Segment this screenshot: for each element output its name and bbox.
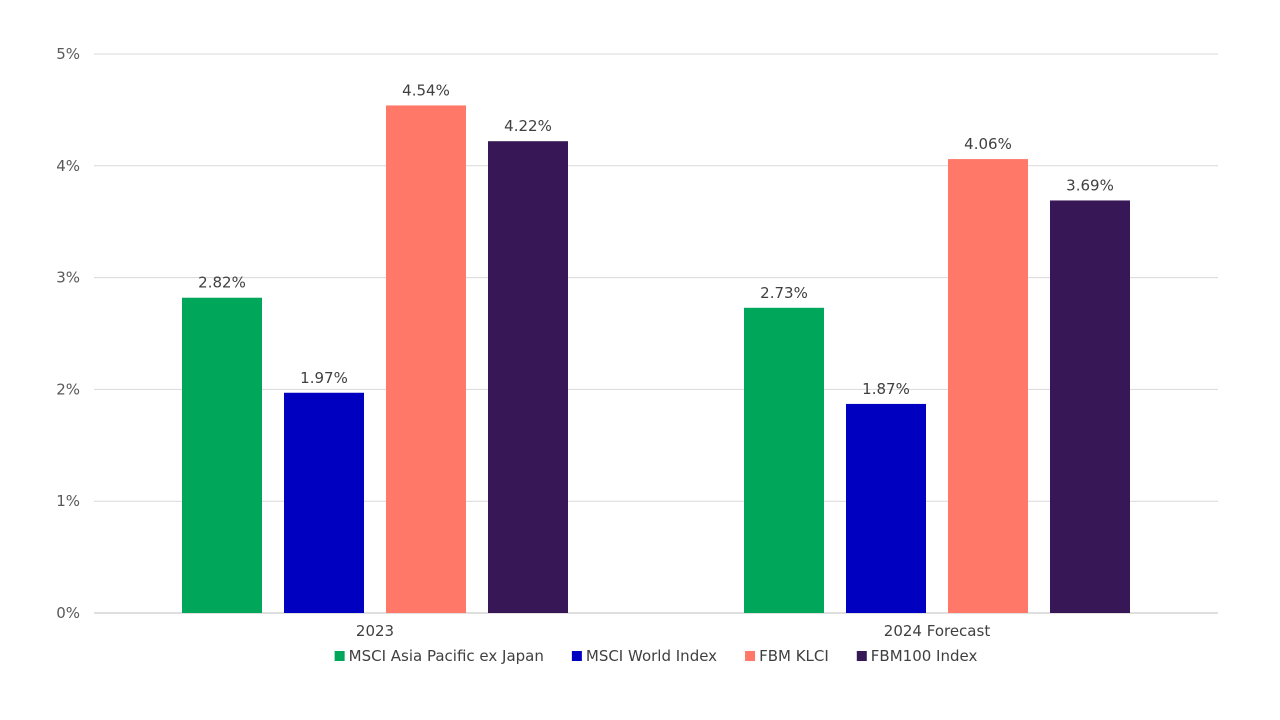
legend-label: FBM100 Index	[871, 647, 978, 665]
bar	[948, 159, 1028, 614]
data-label: 1.87%	[862, 380, 910, 398]
legend-swatch	[334, 651, 345, 661]
data-label: 1.97%	[300, 369, 348, 387]
data-labels: 2.82% 1.97% 4.54% 4.22% 2.73% 1.87% 4.06% 3.69%	[198, 81, 1114, 398]
data-label: 3.69%	[1066, 176, 1114, 194]
bar	[386, 105, 466, 613]
bar	[488, 141, 568, 614]
y-axis-ticks: 0% 1% 2% 3% 4% 5%	[56, 45, 80, 622]
data-label: 4.54%	[402, 81, 450, 99]
bars	[182, 105, 1130, 614]
legend-swatch	[856, 651, 867, 661]
legend-label: MSCI World Index	[586, 647, 717, 665]
legend-swatch	[571, 651, 582, 661]
data-label: 4.22%	[504, 117, 552, 135]
legend-label: MSCI Asia Pacific ex Japan	[349, 647, 544, 665]
data-label: 4.06%	[964, 135, 1012, 153]
y-tick-label: 1%	[56, 492, 80, 510]
bar	[182, 297, 262, 613]
y-tick-label: 0%	[56, 604, 80, 622]
category-label: 2024 Forecast	[884, 622, 991, 640]
y-tick-label: 5%	[56, 45, 80, 63]
gridlines	[94, 53, 1218, 614]
data-label: 2.73%	[760, 284, 808, 302]
bar	[284, 392, 364, 613]
bar	[846, 403, 926, 613]
x-axis-categories: 2023 2024 Forecast	[356, 622, 990, 640]
bar	[1050, 200, 1130, 613]
data-label: 2.82%	[198, 274, 246, 292]
legend-label: FBM KLCI	[759, 647, 829, 665]
legend: MSCI Asia Pacific ex Japan MSCI World Ind…	[334, 647, 978, 665]
bar	[744, 307, 824, 613]
y-tick-label: 4%	[56, 157, 80, 175]
y-tick-label: 2%	[56, 380, 80, 398]
y-tick-label: 3%	[56, 269, 80, 287]
legend-swatch	[745, 651, 756, 661]
category-label: 2023	[356, 622, 394, 640]
